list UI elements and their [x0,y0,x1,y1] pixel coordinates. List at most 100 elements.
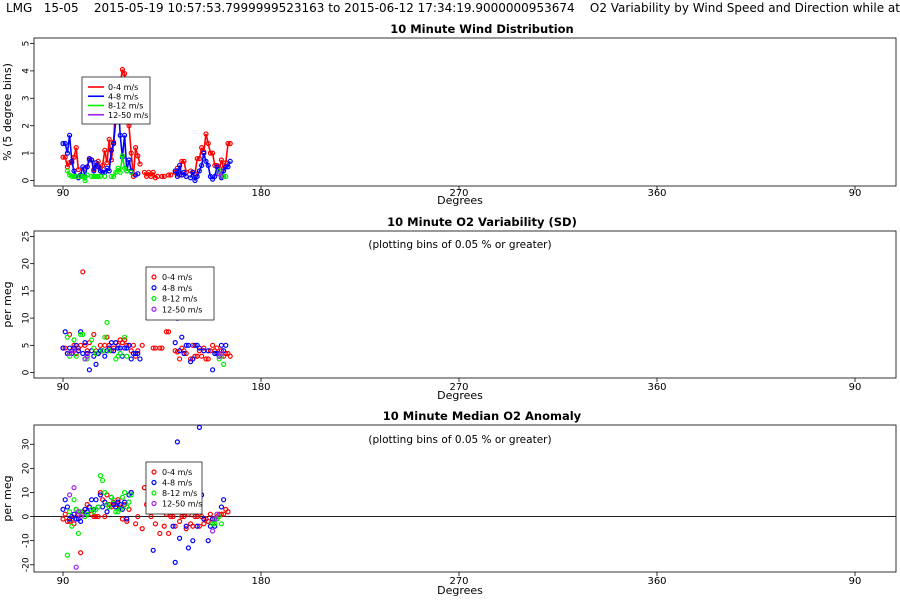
panel-title: 10 Minute Median O2 Anomaly [383,409,582,423]
y-tick-label: 3 [22,95,32,101]
y-tick-label: 0 [22,369,32,375]
data-point [199,145,205,151]
panel-title: 10 Minute O2 Variability (SD) [387,215,577,229]
data-point [124,168,130,174]
data-point [124,504,130,510]
data-point [218,348,224,354]
data-point [137,356,143,362]
series-segment [108,150,113,172]
data-point [117,169,123,175]
data-point [196,168,202,174]
data-point [212,521,218,527]
legend-label: 8-12 m/s [108,102,143,111]
panel-2: 10 Minute O2 Variability (SD) (plotting b… [1,215,897,402]
data-point [190,169,196,175]
data-point [115,165,121,171]
data-point [91,331,97,338]
data-point [117,350,123,357]
data-point [190,356,196,362]
data-point [168,513,174,520]
data-point [126,157,132,163]
legend-label: 4-8 m/s [162,479,192,488]
legend-swatch [151,469,157,475]
data-point [225,164,231,170]
data-point [183,342,189,348]
data-point [104,160,110,166]
data-point [168,172,174,178]
data-point [102,334,108,340]
data-point [192,177,198,184]
data-point [205,162,211,169]
panel-title: 10 Minute Wind Distribution [390,22,574,36]
data-point [139,526,145,532]
data-point [64,168,71,174]
data-point [126,499,132,505]
data-point [104,334,110,340]
data-point [181,350,187,357]
x-tick-label: 180 [251,576,270,587]
y-axis-label: % (5 degree bins) [1,63,14,161]
data-point [84,509,90,515]
data-point [71,511,77,517]
data-point [88,497,95,503]
data-point [210,150,216,156]
series-segment [203,133,207,152]
legend-label: 4-8 m/s [162,284,192,293]
data-point [183,526,189,532]
legend-swatch [151,500,157,507]
data-point [185,342,191,348]
data-point [71,168,77,174]
series-segment [137,155,141,165]
data-point [133,350,139,357]
data-point [106,345,112,351]
data-point [148,173,154,180]
data-point [121,345,128,351]
data-point [218,353,224,359]
data-point [113,340,119,346]
data-point [62,497,68,503]
data-point [104,509,110,515]
y-tick-label: 10 [22,486,32,498]
data-point [194,155,200,162]
data-point [84,353,90,359]
data-point [170,513,176,520]
y-tick-label: 30 [22,438,32,450]
y-tick-label: 25 [22,231,32,242]
data-point [128,356,134,362]
data-point [179,158,185,164]
data-point [99,477,106,484]
data-point [62,154,68,160]
legend: 0-4 m/s4-8 m/s8-12 m/s12-50 m/s [145,266,215,321]
data-point [174,439,180,445]
series-8-12-m-s [64,473,224,558]
data-point [71,348,77,354]
data-point [88,337,95,343]
y-tick-label: 2 [22,123,32,129]
data-point [124,353,130,359]
data-point [128,492,134,498]
data-point [152,521,158,527]
data-point [97,348,104,354]
data-point [71,497,77,503]
data-point [207,150,213,156]
data-point [199,162,205,169]
data-point [91,506,97,512]
data-point [77,509,84,515]
legend: 0-4 m/s4-8 m/s8-12 m/s12-50 m/s [145,461,202,515]
data-point [64,504,71,510]
data-point [161,173,167,180]
data-point [73,353,79,359]
data-point [86,367,93,373]
data-point [88,157,95,163]
y-axis-label: per meg [1,281,14,327]
data-point [216,168,222,174]
data-point [121,71,128,77]
series-segment [128,125,132,154]
data-point [73,145,79,151]
data-point [64,552,71,558]
data-point [181,513,187,520]
data-point [91,345,97,351]
panel-1: 10 Minute Wind Distribution 90 180 270 360 90… [1,22,897,207]
